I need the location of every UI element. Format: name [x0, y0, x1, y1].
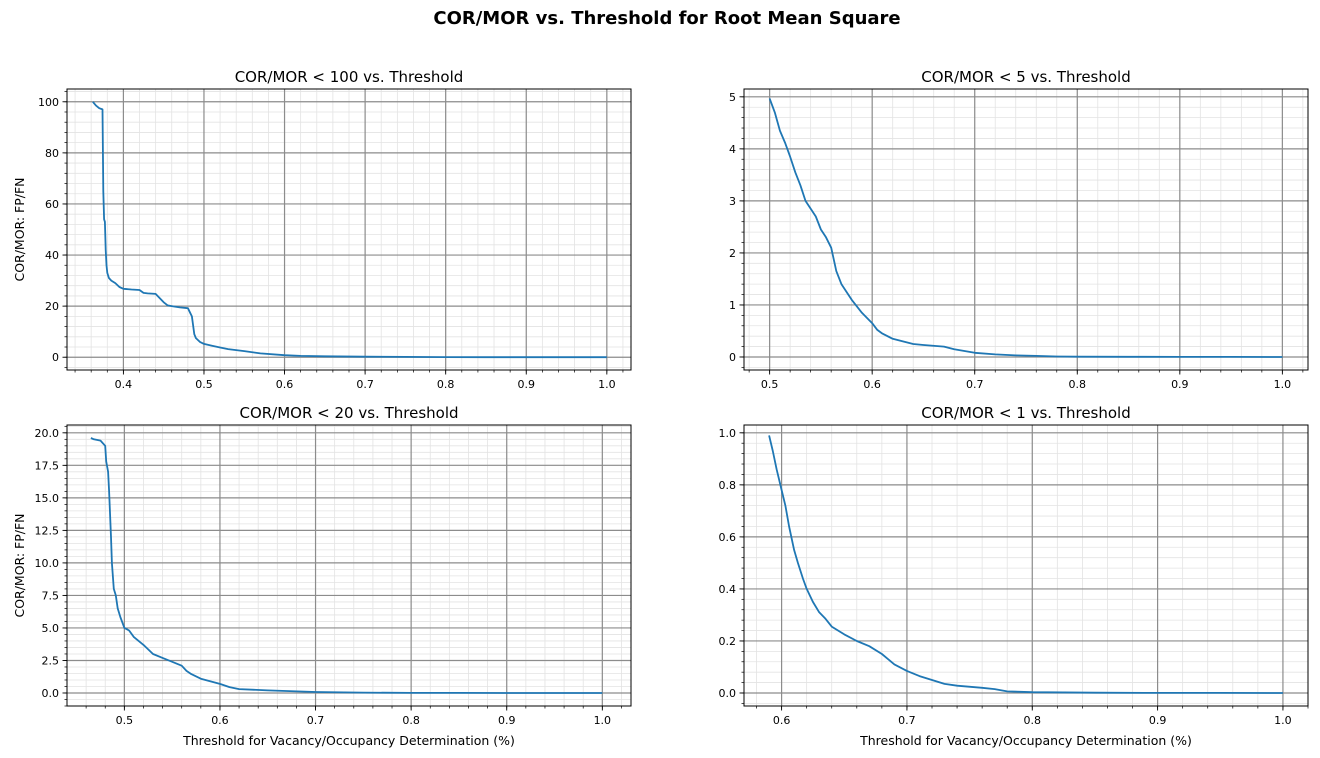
y-tick-label: 40	[45, 249, 59, 262]
panels: 0.4 0.5 0.6 0.7 0.8 0.9 1.0020406080100COR/MOR…	[12, 68, 1309, 748]
y-tick-label: 3	[729, 195, 736, 208]
x-tick-label: 0.6	[211, 714, 229, 727]
y-tick-label: 0.0	[719, 687, 737, 700]
x-tick-label: 0.7	[307, 714, 325, 727]
x-tick-label: 0.9	[518, 378, 536, 391]
x-tick-label: 0.6	[863, 378, 881, 391]
y-tick-label: 1.0	[719, 427, 737, 440]
x-tick-label: 0.9	[498, 714, 516, 727]
x-tick-label: 1.0	[1274, 378, 1292, 391]
x-tick-label: 1.0	[1274, 714, 1292, 727]
y-tick-label: 2	[729, 247, 736, 260]
series-line-1	[90, 437, 603, 694]
y-tick-label: 0.2	[719, 635, 737, 648]
x-tick-label: 0.4	[115, 378, 133, 391]
y-tick-label: 0.4	[719, 583, 737, 596]
minor-grid	[741, 89, 1308, 373]
subplot-4: 0.6 0.7 0.8 0.9 1.0 0.0 0.2 0.4 0.6 0.8 1.0 COR/MOR…	[719, 404, 1309, 748]
x-tick-label: 0.8	[1024, 714, 1042, 727]
y-tick-label: 0	[52, 351, 59, 364]
y-tick-label: 10.0	[35, 557, 60, 570]
x-tick-label: 0.7	[898, 714, 916, 727]
plot-frame	[743, 424, 1309, 707]
y-tick-label: 20.0	[35, 427, 60, 440]
y-tick-label: 0.8	[719, 479, 737, 492]
x-axis-label: Threshold for Vacancy/Occupancy Determin…	[182, 733, 515, 748]
series-line-1	[768, 98, 1283, 358]
y-tick-label: 12.5	[35, 524, 60, 537]
y-tick-label: 7.5	[42, 589, 60, 602]
x-tick-label: 0.8	[437, 378, 455, 391]
y-tick-label: 80	[45, 147, 59, 160]
minor-grid	[64, 89, 631, 373]
minor-grid	[64, 425, 631, 709]
subplot-2: 0.5 0.6 0.7 0.8 0.9 1.0 0 1 2 3 4 5 COR/MOR < 5 vs. …	[729, 68, 1309, 391]
y-axis-label: COR/MOR: FP/FN	[12, 177, 27, 281]
x-tick-label: 0.8	[1069, 378, 1087, 391]
x-tick-label: 0.7	[966, 378, 984, 391]
x-tick-label: 0.7	[356, 378, 374, 391]
y-tick-label: 5	[729, 91, 736, 104]
plot-frame	[66, 424, 632, 707]
y-tick-label: 100	[38, 96, 59, 109]
plot-frame	[66, 88, 632, 371]
plot-frame	[743, 88, 1309, 371]
x-tick-label: 1.0	[594, 714, 612, 727]
x-axis-label: Threshold for Vacancy/Occupancy Determin…	[859, 733, 1192, 748]
x-tick-label: 0.6	[773, 714, 791, 727]
subplot-3: 0.5 0.6 0.7 0.8 0.9 1.0 0.0 2.5 5.0 7.5 10.0 12.5 15…	[12, 404, 632, 748]
y-tick-label: 0.6	[719, 531, 737, 544]
y-tick-label: 1	[729, 299, 736, 312]
x-tick-label: 0.5	[761, 378, 779, 391]
y-tick-label: 4	[729, 143, 736, 156]
minor-grid	[741, 425, 1309, 709]
subplot-title: COR/MOR < 100 vs. Threshold	[235, 68, 464, 86]
subplot-title: COR/MOR < 1 vs. Threshold	[921, 404, 1131, 422]
y-tick-label: 0	[729, 351, 736, 364]
y-tick-label: 5.0	[42, 622, 60, 635]
subplot-title: COR/MOR < 20 vs. Threshold	[239, 404, 458, 422]
x-tick-label: 0.9	[1149, 714, 1167, 727]
y-tick-label: 20	[45, 300, 59, 313]
subplot-1: 0.4 0.5 0.6 0.7 0.8 0.9 1.0 0 20 40 60 80 100 COR/MOR…	[12, 68, 632, 391]
series-line-1	[768, 435, 1283, 694]
series-line-1	[92, 101, 607, 359]
y-tick-label: 17.5	[35, 459, 60, 472]
x-tick-label: 0.5	[195, 378, 213, 391]
subplot-title: COR/MOR < 5 vs. Threshold	[921, 68, 1131, 86]
y-tick-label: 15.0	[35, 492, 60, 505]
y-tick-label: 0.0	[42, 687, 60, 700]
y-tick-label: 2.5	[42, 654, 60, 667]
y-axis-label: COR/MOR: FP/FN	[12, 513, 27, 617]
x-tick-label: 0.9	[1171, 378, 1189, 391]
x-tick-label: 0.8	[402, 714, 420, 727]
y-tick-label: 60	[45, 198, 59, 211]
figure-title: COR/MOR vs. Threshold for Root Mean Squa…	[433, 8, 900, 29]
x-tick-label: 0.6	[276, 378, 294, 391]
x-tick-label: 0.5	[116, 714, 134, 727]
x-tick-label: 1.0	[598, 378, 616, 391]
